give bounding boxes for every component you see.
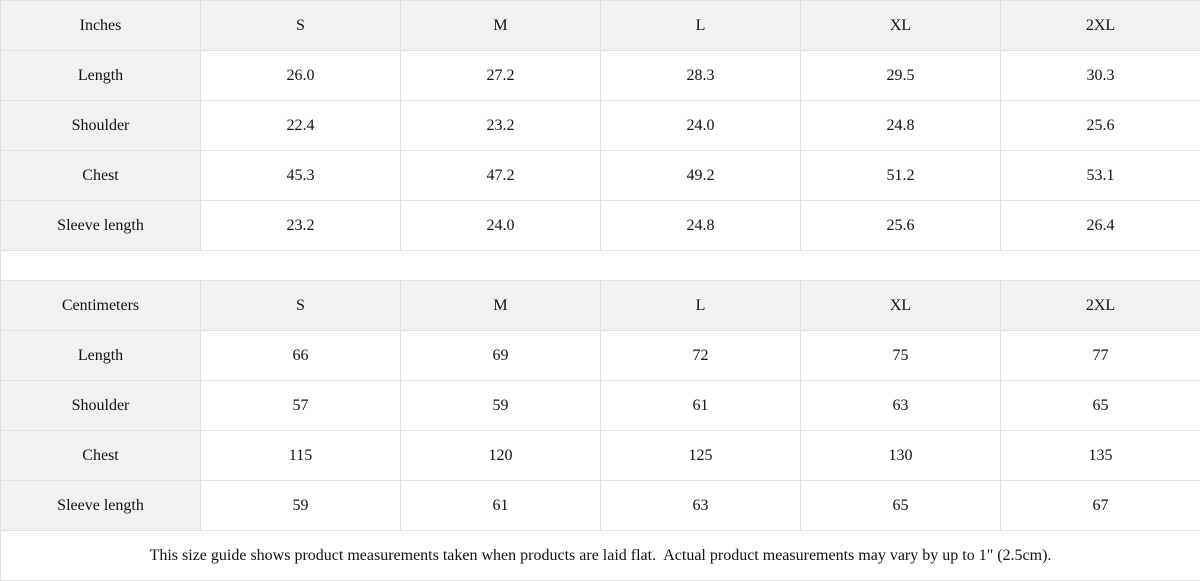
inches-header-row: Inches S M L XL 2XL bbox=[1, 1, 1200, 51]
centimeters-header-row: Centimeters S M L XL 2XL bbox=[1, 281, 1200, 331]
value-cell: 24.0 bbox=[401, 201, 601, 251]
size-header-s: S bbox=[201, 281, 401, 331]
value-cell: 59 bbox=[401, 381, 601, 431]
value-cell: 23.2 bbox=[401, 101, 601, 151]
row-label-length-cm: Length bbox=[1, 331, 201, 381]
value-cell: 66 bbox=[201, 331, 401, 381]
value-cell: 53.1 bbox=[1001, 151, 1200, 201]
value-cell: 77 bbox=[1001, 331, 1200, 381]
value-cell: 25.6 bbox=[801, 201, 1001, 251]
row-label-chest-in: Chest bbox=[1, 151, 201, 201]
table-row: Sleeve length 59 61 63 65 67 bbox=[1, 481, 1200, 531]
size-header-l: L bbox=[601, 281, 801, 331]
value-cell: 115 bbox=[201, 431, 401, 481]
size-header-xl: XL bbox=[801, 1, 1001, 51]
value-cell: 24.8 bbox=[601, 201, 801, 251]
value-cell: 22.4 bbox=[201, 101, 401, 151]
value-cell: 25.6 bbox=[1001, 101, 1200, 151]
row-label-shoulder-in: Shoulder bbox=[1, 101, 201, 151]
table-row: Length 26.0 27.2 28.3 29.5 30.3 bbox=[1, 51, 1200, 101]
value-cell: 69 bbox=[401, 331, 601, 381]
value-cell: 49.2 bbox=[601, 151, 801, 201]
row-label-shoulder-cm: Shoulder bbox=[1, 381, 201, 431]
row-label-chest-cm: Chest bbox=[1, 431, 201, 481]
value-cell: 24.8 bbox=[801, 101, 1001, 151]
value-cell: 27.2 bbox=[401, 51, 601, 101]
value-cell: 120 bbox=[401, 431, 601, 481]
value-cell: 61 bbox=[601, 381, 801, 431]
size-header-s: S bbox=[201, 1, 401, 51]
value-cell: 24.0 bbox=[601, 101, 801, 151]
unit-header-inches: Inches bbox=[1, 1, 201, 51]
footer-row: This size guide shows product measuremen… bbox=[1, 531, 1200, 581]
value-cell: 61 bbox=[401, 481, 601, 531]
size-header-m: M bbox=[401, 281, 601, 331]
value-cell: 45.3 bbox=[201, 151, 401, 201]
spacer-row bbox=[1, 251, 1200, 281]
size-header-2xl: 2XL bbox=[1001, 1, 1200, 51]
row-label-sleeve-in: Sleeve length bbox=[1, 201, 201, 251]
value-cell: 125 bbox=[601, 431, 801, 481]
table-row: Chest 115 120 125 130 135 bbox=[1, 431, 1200, 481]
value-cell: 29.5 bbox=[801, 51, 1001, 101]
value-cell: 30.3 bbox=[1001, 51, 1200, 101]
value-cell: 28.3 bbox=[601, 51, 801, 101]
value-cell: 75 bbox=[801, 331, 1001, 381]
table-row: Shoulder 57 59 61 63 65 bbox=[1, 381, 1200, 431]
spacer-cell bbox=[1, 251, 1200, 281]
value-cell: 26.0 bbox=[201, 51, 401, 101]
table-row: Length 66 69 72 75 77 bbox=[1, 331, 1200, 381]
value-cell: 51.2 bbox=[801, 151, 1001, 201]
value-cell: 65 bbox=[1001, 381, 1200, 431]
value-cell: 57 bbox=[201, 381, 401, 431]
row-label-length-in: Length bbox=[1, 51, 201, 101]
row-label-sleeve-cm: Sleeve length bbox=[1, 481, 201, 531]
size-guide-note: This size guide shows product measuremen… bbox=[1, 531, 1200, 581]
size-header-m: M bbox=[401, 1, 601, 51]
table-row: Shoulder 22.4 23.2 24.0 24.8 25.6 bbox=[1, 101, 1200, 151]
value-cell: 130 bbox=[801, 431, 1001, 481]
value-cell: 26.4 bbox=[1001, 201, 1200, 251]
value-cell: 67 bbox=[1001, 481, 1200, 531]
value-cell: 135 bbox=[1001, 431, 1200, 481]
value-cell: 63 bbox=[601, 481, 801, 531]
value-cell: 59 bbox=[201, 481, 401, 531]
size-header-2xl: 2XL bbox=[1001, 281, 1200, 331]
unit-header-centimeters: Centimeters bbox=[1, 281, 201, 331]
size-header-xl: XL bbox=[801, 281, 1001, 331]
value-cell: 72 bbox=[601, 331, 801, 381]
value-cell: 23.2 bbox=[201, 201, 401, 251]
table-row: Chest 45.3 47.2 49.2 51.2 53.1 bbox=[1, 151, 1200, 201]
value-cell: 65 bbox=[801, 481, 1001, 531]
value-cell: 47.2 bbox=[401, 151, 601, 201]
value-cell: 63 bbox=[801, 381, 1001, 431]
size-header-l: L bbox=[601, 1, 801, 51]
table-row: Sleeve length 23.2 24.0 24.8 25.6 26.4 bbox=[1, 201, 1200, 251]
